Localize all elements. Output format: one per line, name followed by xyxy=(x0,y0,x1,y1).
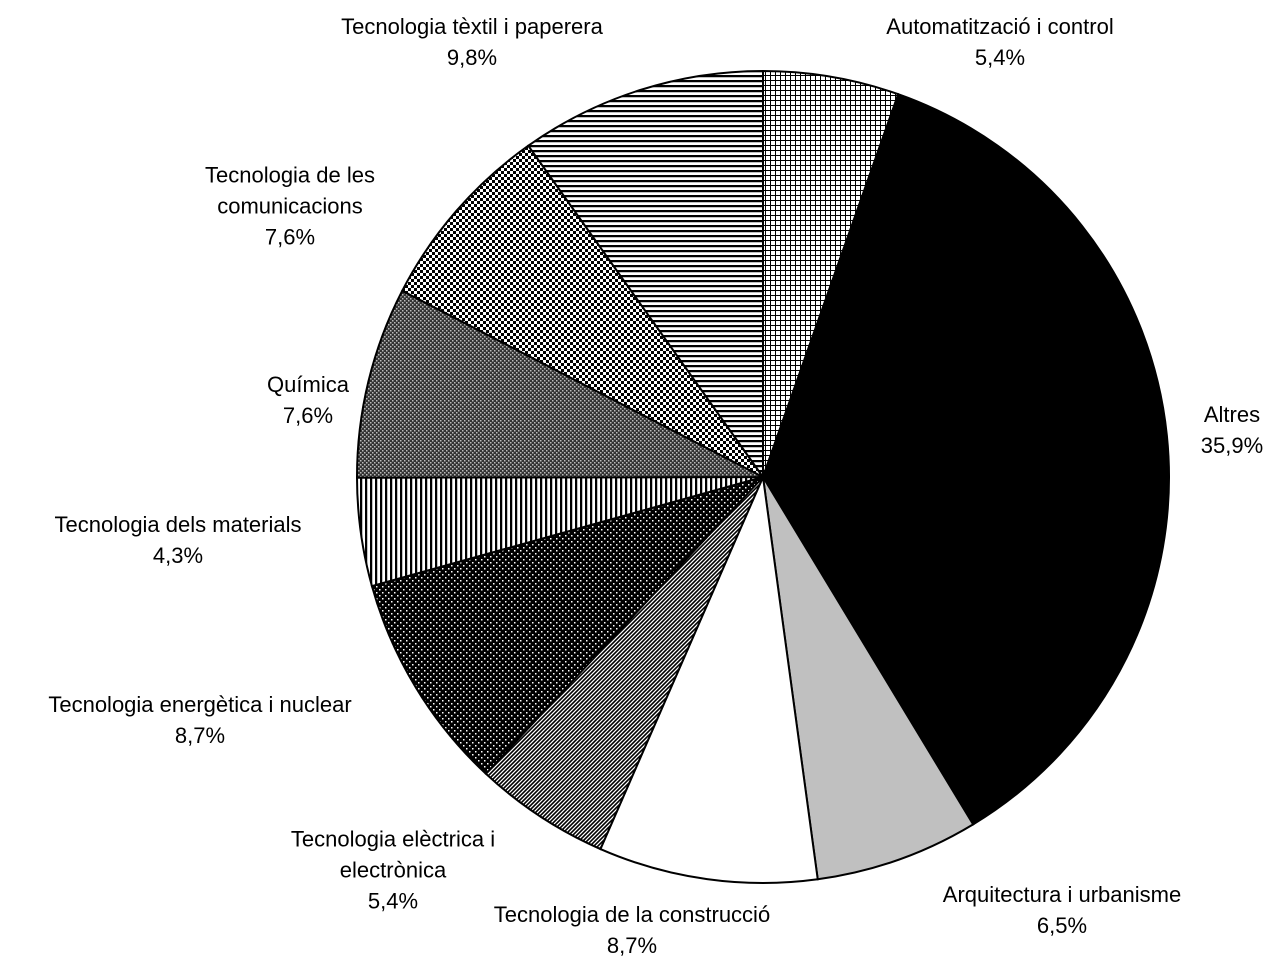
category-label: Tecnologia dels materials xyxy=(54,512,302,537)
slice-label: Arquitectura i urbanisme 6,5% xyxy=(902,879,1222,941)
pie-slice xyxy=(599,473,819,884)
value-label: 9,8% xyxy=(446,45,498,70)
pie-slice xyxy=(762,476,975,881)
slice-label: Tecnologia energètica i nuclear 8,7% xyxy=(0,689,400,751)
category-label: Tecnologia tèxtil i paperera xyxy=(341,14,603,39)
slice-label: Tecnologia elèctrica i electrònica 5,4% xyxy=(258,824,528,917)
pie-slice xyxy=(526,69,764,481)
value-label: 5,4% xyxy=(367,888,419,914)
value-label: 7,6% xyxy=(282,403,334,428)
category-label: Tecnologia energètica i nuclear xyxy=(48,692,352,717)
value-label: 35,9% xyxy=(1200,433,1264,458)
value-label: 4,3% xyxy=(152,543,204,568)
category-label: Automatització i control xyxy=(886,14,1114,39)
slice-label: Química 7,6% xyxy=(248,369,368,431)
slice-label: Tecnologia de la construcció 8,7% xyxy=(452,899,812,961)
pie-slice xyxy=(400,144,764,478)
pie-slice xyxy=(761,92,1171,826)
value-label: 6,5% xyxy=(1036,913,1088,938)
pie-slice xyxy=(762,69,900,478)
category-label: Tecnologia elèctrica i electrònica xyxy=(290,826,496,883)
value-label: 8,7% xyxy=(174,723,226,748)
category-label: Altres xyxy=(1203,402,1261,427)
category-label: Tecnologia de la construcció xyxy=(493,902,771,927)
slice-label: Tecnologia de les comunicacions 7,6% xyxy=(170,160,410,253)
value-label: 5,4% xyxy=(974,45,1026,70)
slice-label: Altres 35,9% xyxy=(1182,399,1282,461)
pie-slice xyxy=(370,475,767,776)
value-label: 8,7% xyxy=(606,933,658,958)
category-label: Química xyxy=(267,372,349,397)
pie-slice xyxy=(355,289,764,479)
slice-label: Tecnologia dels materials 4,3% xyxy=(8,509,348,571)
slice-label: Tecnologia tèxtil i paperera 9,8% xyxy=(292,11,652,73)
category-label: Arquitectura i urbanisme xyxy=(942,882,1182,907)
category-label: Tecnologia de les comunicacions xyxy=(204,162,375,219)
slice-label: Automatització i control 5,4% xyxy=(840,11,1160,73)
value-label: 7,6% xyxy=(264,224,316,250)
pie-slice xyxy=(484,476,764,851)
